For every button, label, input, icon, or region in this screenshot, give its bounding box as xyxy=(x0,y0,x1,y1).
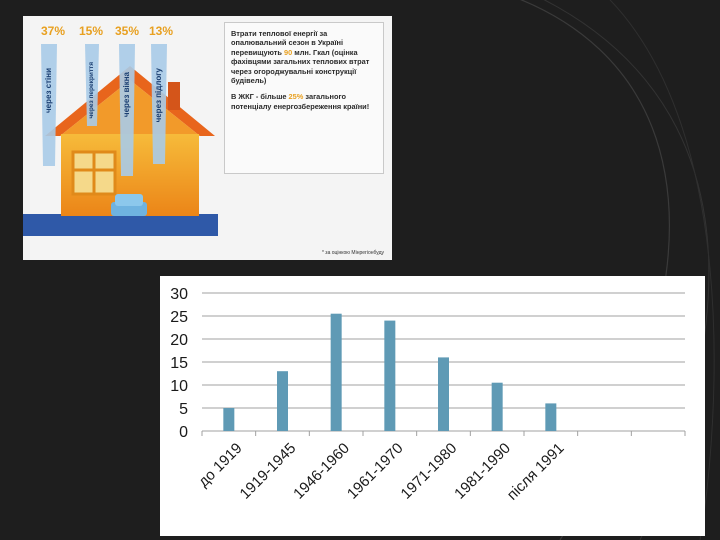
bar xyxy=(384,320,396,431)
ribbon-label-ceiling: через перекриття xyxy=(88,62,95,119)
bar xyxy=(277,371,288,431)
x-tick-label: 1971-1980 xyxy=(398,440,461,503)
bar-chart: 0 5 10 15 20 25 30 до 19191919-19451946-1960196… xyxy=(160,276,705,536)
y-tick-label: 20 xyxy=(170,332,188,349)
info-box: Втрати теплової енергії за опалювальний … xyxy=(224,22,384,174)
x-tick-label: 1946-1960 xyxy=(290,440,353,503)
x-tick-label: 1961-1970 xyxy=(344,440,407,503)
percent-walls: 37% xyxy=(41,24,66,38)
y-tick-label: 0 xyxy=(179,424,188,441)
info-paragraph-potential: В ЖКГ - більше 25% загального потенціалу… xyxy=(231,92,370,111)
info-paragraph-losses: Втрати теплової енергії за опалювальний … xyxy=(231,29,370,86)
ribbon-label-walls: через стіни xyxy=(44,68,53,113)
bar xyxy=(545,403,557,431)
y-tick-label: 5 xyxy=(179,401,188,418)
source-note: * за оцінкою Мінрегіонбуду xyxy=(321,250,384,256)
y-tick-label: 15 xyxy=(170,355,188,372)
house-illustration xyxy=(23,44,218,236)
bar xyxy=(438,357,449,431)
percent-windows: 35% xyxy=(115,24,140,38)
percent-ceiling: 15% xyxy=(79,24,104,38)
y-tick-label: 10 xyxy=(170,378,188,395)
x-tick-label: до 1919 xyxy=(195,440,246,491)
y-tick-label: 30 xyxy=(170,286,188,303)
y-tick-label: 25 xyxy=(170,309,188,326)
percent-floor: 13% xyxy=(149,24,174,38)
bar xyxy=(330,313,342,431)
ribbon-label-windows: через вікна xyxy=(122,72,131,118)
bar xyxy=(491,382,503,431)
ribbon-label-floor: через підлогу xyxy=(154,68,163,123)
x-tick-label: 1919-1945 xyxy=(237,440,300,503)
x-tick-label: після 1991 xyxy=(504,440,568,504)
heat-loss-infographic: 37% 15% 35% 13% через стіни через перекр… xyxy=(23,16,392,260)
bar xyxy=(223,408,235,431)
